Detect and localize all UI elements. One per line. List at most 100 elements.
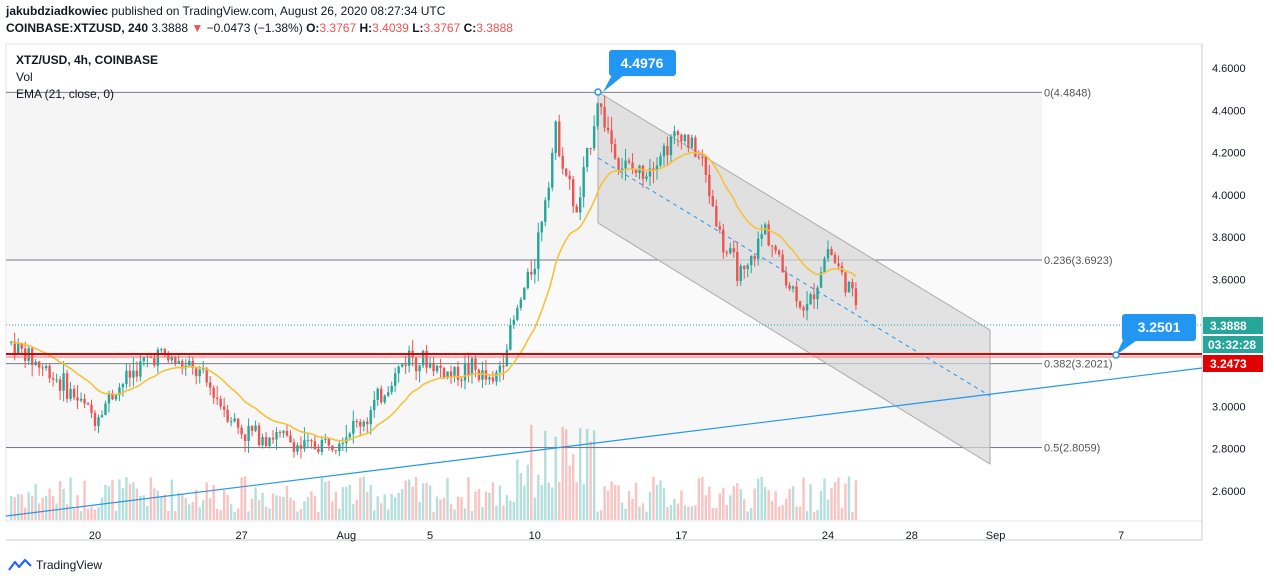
candle-body[interactable]: [76, 397, 79, 401]
candle-body[interactable]: [812, 294, 816, 300]
candle-body[interactable]: [442, 367, 446, 378]
candle-body[interactable]: [296, 445, 299, 452]
candle-body[interactable]: [777, 250, 781, 255]
candle-body[interactable]: [613, 144, 617, 159]
candle-body[interactable]: [439, 365, 442, 368]
candle-body[interactable]: [313, 441, 317, 449]
candle-body[interactable]: [694, 137, 697, 157]
candle-body[interactable]: [352, 420, 355, 434]
candle-body[interactable]: [383, 395, 386, 403]
tradingview-logo-icon[interactable]: [8, 558, 32, 572]
candle-body[interactable]: [648, 168, 652, 177]
candle-body[interactable]: [708, 174, 711, 197]
candle-body[interactable]: [463, 363, 467, 381]
candle-body[interactable]: [303, 440, 306, 449]
candle-body[interactable]: [373, 399, 376, 411]
candle-body[interactable]: [118, 387, 121, 396]
candle-body[interactable]: [624, 160, 627, 169]
candle-body[interactable]: [111, 393, 114, 400]
candle-body[interactable]: [188, 360, 191, 366]
candle-body[interactable]: [139, 361, 142, 377]
candle-body[interactable]: [791, 286, 795, 289]
candle-body[interactable]: [376, 388, 379, 400]
candle-body[interactable]: [243, 434, 247, 441]
candle-body[interactable]: [366, 421, 369, 425]
candle-body[interactable]: [229, 421, 233, 423]
candle-body[interactable]: [41, 367, 44, 369]
candle-body[interactable]: [568, 175, 571, 180]
candle-body[interactable]: [387, 392, 390, 396]
candle-body[interactable]: [634, 169, 638, 174]
candle-body[interactable]: [299, 445, 303, 449]
candle-body[interactable]: [589, 147, 592, 149]
candle-body[interactable]: [488, 377, 491, 380]
candle-body[interactable]: [715, 206, 718, 227]
candle-body[interactable]: [219, 398, 222, 407]
candle-body[interactable]: [48, 365, 51, 379]
candle-body[interactable]: [177, 360, 180, 364]
candle-body[interactable]: [565, 168, 568, 176]
descending-channel[interactable]: [597, 91, 991, 465]
candle-body[interactable]: [729, 248, 732, 254]
candle-body[interactable]: [174, 357, 177, 364]
candle-body[interactable]: [289, 435, 292, 443]
candle-body[interactable]: [690, 137, 694, 148]
candle-body[interactable]: [153, 358, 156, 366]
candle-body[interactable]: [86, 403, 90, 405]
candle-body[interactable]: [393, 373, 397, 386]
candle-body[interactable]: [58, 379, 62, 391]
candle-body[interactable]: [582, 167, 585, 198]
candle-body[interactable]: [132, 370, 135, 378]
candle-body[interactable]: [784, 272, 788, 286]
candle-body[interactable]: [770, 245, 774, 247]
candle-body[interactable]: [435, 365, 439, 372]
candle-body[interactable]: [202, 368, 205, 370]
candle-body[interactable]: [97, 417, 100, 427]
candle-body[interactable]: [282, 430, 285, 433]
candle-body[interactable]: [732, 248, 735, 252]
candle-body[interactable]: [247, 425, 250, 441]
candle-body[interactable]: [683, 134, 687, 142]
candle-body[interactable]: [788, 285, 791, 289]
candle-body[interactable]: [107, 393, 111, 404]
candle-body[interactable]: [739, 266, 742, 282]
candle-body[interactable]: [554, 121, 557, 153]
candle-body[interactable]: [233, 418, 236, 422]
candle-body[interactable]: [669, 136, 673, 156]
candle-body[interactable]: [798, 301, 802, 308]
candle-body[interactable]: [453, 366, 456, 377]
candle-body[interactable]: [756, 238, 760, 260]
candle-body[interactable]: [470, 358, 474, 375]
candle-body[interactable]: [645, 176, 648, 179]
candle-body[interactable]: [181, 360, 184, 369]
candle-body[interactable]: [100, 415, 104, 418]
candle-body[interactable]: [400, 364, 404, 367]
candle-body[interactable]: [278, 432, 282, 434]
rising-trendline[interactable]: [5, 367, 1203, 517]
candle-body[interactable]: [104, 403, 107, 416]
candle-body[interactable]: [341, 443, 345, 445]
candle-body[interactable]: [250, 425, 254, 431]
target-callout[interactable]: 3.2501: [1112, 314, 1196, 359]
candle-body[interactable]: [331, 445, 334, 451]
candle-body[interactable]: [467, 363, 470, 375]
candle-body[interactable]: [135, 370, 139, 377]
candle-body[interactable]: [215, 397, 219, 399]
candle-body[interactable]: [523, 288, 526, 300]
candle-body[interactable]: [418, 365, 421, 372]
candle-body[interactable]: [750, 255, 753, 266]
candle-body[interactable]: [502, 365, 505, 367]
candle-body[interactable]: [767, 224, 770, 246]
candle-body[interactable]: [20, 343, 23, 349]
legend-volume[interactable]: Vol: [16, 70, 33, 84]
candle-body[interactable]: [428, 363, 432, 368]
candle-body[interactable]: [610, 130, 613, 145]
candle-body[interactable]: [362, 421, 365, 427]
candle-body[interactable]: [407, 350, 411, 366]
candle-body[interactable]: [704, 157, 708, 175]
candle-body[interactable]: [456, 366, 460, 380]
candle-body[interactable]: [275, 432, 278, 440]
candle-body[interactable]: [257, 425, 261, 446]
candle-body[interactable]: [13, 341, 16, 355]
candle-body[interactable]: [83, 398, 86, 404]
